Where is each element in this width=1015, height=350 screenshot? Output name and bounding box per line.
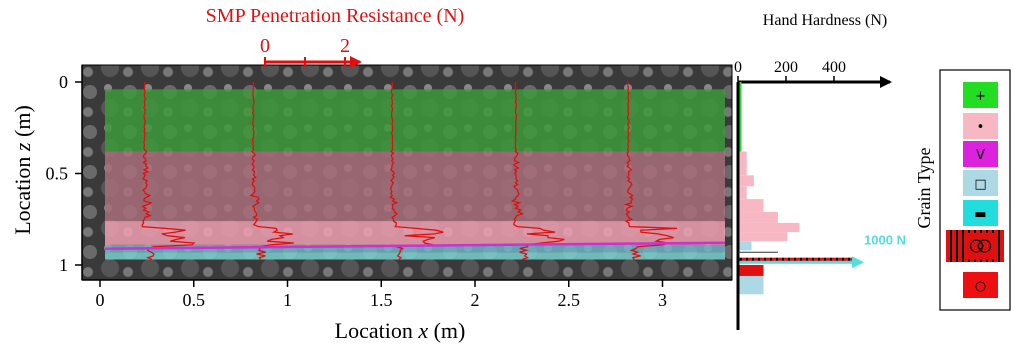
x-tick-label: 1.5: [370, 290, 393, 310]
hh-bar: [740, 232, 788, 241]
legend-symbol: +: [975, 89, 986, 104]
hh-bar: [740, 175, 754, 186]
smp-tick-label: 0: [260, 35, 270, 57]
legend-item: •: [963, 113, 998, 139]
hand-hardness-title: Hand Hardness (N): [763, 12, 887, 29]
hh-tick-label: 200: [774, 59, 798, 76]
x-tick-label: 2: [471, 290, 480, 310]
x-tick-label: 0.5: [183, 290, 206, 310]
legend-item: +: [963, 82, 998, 108]
legend-title: Grain Type: [914, 148, 934, 229]
hh-bar: [740, 212, 778, 223]
legend-symbol: V: [976, 148, 985, 163]
x-tick-label: 2.5: [558, 290, 581, 310]
grain-type-legend: Grain Type + • V □ ▬ ○: [914, 70, 1010, 310]
x-tick-label: 0: [96, 290, 105, 310]
smp-tick-label: 2: [340, 35, 350, 57]
legend-item: □: [963, 170, 998, 196]
hh-bar: [740, 276, 764, 294]
hh-bar: [740, 241, 752, 250]
hh-bar: [740, 265, 764, 276]
y-axis-label: Location z (m): [10, 105, 35, 235]
snow-layer: [105, 89, 725, 151]
y-tick-label: 1: [59, 255, 68, 275]
hh-bar: [740, 186, 747, 199]
x-axis-label: Location x (m): [335, 318, 466, 343]
hh-bar: [740, 82, 742, 152]
legend-item: ○: [963, 272, 998, 298]
smp-title: SMP Penetration Resistance (N): [206, 5, 465, 27]
y-tick-label: 0: [59, 72, 68, 92]
hh-1000n-label: 1000 N: [864, 232, 906, 247]
legend-symbol: •: [977, 120, 985, 135]
legend-item: V: [963, 141, 998, 167]
hh-bar: [740, 199, 764, 212]
x-tick-label: 1: [283, 290, 292, 310]
hh-tick-label: 0: [734, 59, 742, 76]
hh-bar: [740, 223, 800, 232]
hh-tick-label: 400: [822, 59, 846, 76]
snow-layer: [105, 252, 725, 259]
legend-symbol: □: [974, 177, 986, 192]
hh-bar: [740, 152, 747, 176]
snow-profile-panel: [82, 65, 732, 280]
legend-item: [946, 230, 1004, 262]
legend-item: ▬: [963, 200, 998, 226]
legend-symbol: ▬: [974, 207, 986, 222]
x-axis: 0 0.5 1 1.5 2 2.5 3: [82, 280, 732, 310]
x-tick-label: 3: [658, 290, 667, 310]
hand-hardness-panel: 0 200 400 1000 N: [734, 59, 906, 330]
snow-layer: [105, 221, 725, 245]
legend-symbol: ○: [975, 279, 986, 294]
snow-layer: [105, 152, 725, 222]
y-tick-label: 0.5: [46, 164, 69, 184]
y-axis: 00.51: [46, 65, 83, 280]
